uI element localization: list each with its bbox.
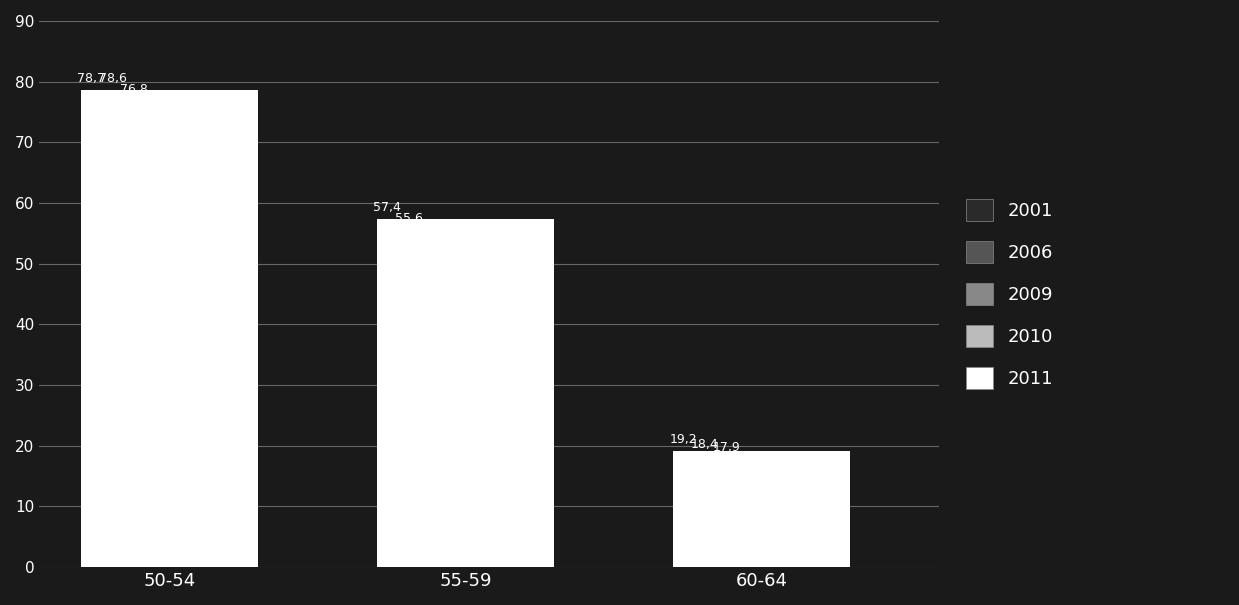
Text: 18,4: 18,4 (691, 437, 719, 451)
Text: 52,2: 52,2 (416, 232, 444, 246)
Text: 65,3: 65,3 (162, 153, 191, 166)
Bar (102, 90, 258, 567)
Text: 14,5: 14,5 (733, 461, 761, 474)
Legend: 2001, 2006, 2009, 2010, 2011: 2001, 2006, 2009, 2010, 2011 (958, 190, 1062, 398)
Text: 78,6: 78,6 (99, 73, 126, 85)
Bar (737, 479, 850, 567)
Bar (166, 171, 258, 567)
Bar (673, 451, 850, 567)
Text: 78,7: 78,7 (77, 72, 105, 85)
Bar (715, 459, 850, 567)
Bar (419, 250, 554, 567)
Text: 76,8: 76,8 (120, 83, 147, 96)
Bar (145, 132, 258, 567)
Bar (398, 230, 554, 567)
Text: 55,6: 55,6 (395, 212, 422, 225)
Text: 10,6: 10,6 (755, 485, 783, 498)
Bar (462, 335, 554, 567)
Bar (758, 503, 850, 567)
Text: 38,2: 38,2 (458, 318, 487, 330)
Bar (694, 456, 850, 567)
Bar (441, 291, 554, 567)
Bar (377, 219, 554, 567)
Text: 17,9: 17,9 (712, 440, 740, 454)
Bar (124, 101, 258, 567)
Text: 57,4: 57,4 (373, 201, 401, 214)
Text: 71,6: 71,6 (141, 115, 170, 128)
Text: 45,5: 45,5 (437, 273, 466, 286)
Bar (81, 90, 258, 567)
Text: 19,2: 19,2 (669, 433, 698, 446)
